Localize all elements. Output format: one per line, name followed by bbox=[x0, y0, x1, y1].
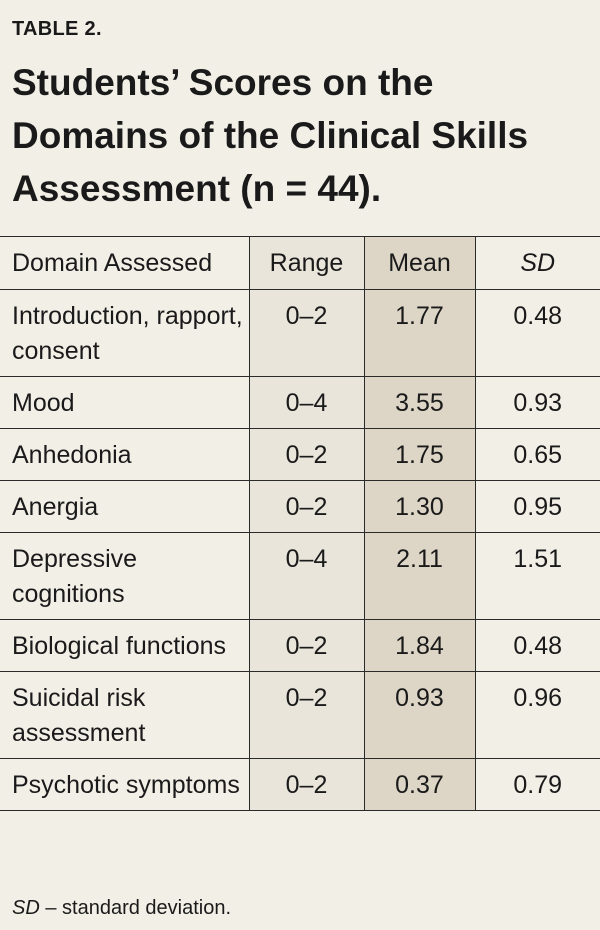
table-row: Mood 0–4 3.55 0.93 bbox=[0, 376, 600, 429]
cell-range: 0–2 bbox=[248, 480, 364, 533]
table-row: Depressive cognitions 0–4 2.11 1.51 bbox=[0, 532, 600, 620]
table-row: Psychotic symptoms 0–2 0.37 0.79 bbox=[0, 758, 600, 811]
cell-mean: 1.77 bbox=[363, 289, 476, 377]
cell-domain: Anergia bbox=[0, 480, 249, 533]
cell-domain: Biological functions bbox=[0, 619, 249, 672]
cell-range: 0–2 bbox=[248, 619, 364, 672]
table-row: Biological functions 0–2 1.84 0.48 bbox=[0, 619, 600, 672]
header-mean: Mean bbox=[363, 236, 476, 290]
cell-domain: Introduction, rapport, consent bbox=[0, 289, 249, 377]
footnote-text: – standard deviation. bbox=[39, 897, 232, 919]
header-sd: SD bbox=[475, 236, 600, 290]
header-domain: Domain Assessed bbox=[0, 236, 249, 290]
header-row: Domain Assessed Range Mean SD bbox=[0, 236, 600, 290]
footnote-abbr: SD bbox=[12, 897, 40, 919]
cell-mean: 0.93 bbox=[363, 671, 476, 759]
cell-sd: 0.96 bbox=[475, 671, 600, 759]
cell-sd: 0.95 bbox=[475, 480, 600, 533]
table-row: Suicidal risk assessment 0–2 0.93 0.96 bbox=[0, 671, 600, 759]
cell-range: 0–4 bbox=[248, 532, 364, 620]
cell-domain: Psychotic symptoms bbox=[0, 758, 249, 811]
table-row: Anergia 0–2 1.30 0.95 bbox=[0, 480, 600, 533]
cell-range: 0–2 bbox=[248, 428, 364, 481]
cell-sd: 1.51 bbox=[475, 532, 600, 620]
cell-mean: 2.11 bbox=[363, 532, 476, 620]
cell-domain: Mood bbox=[0, 376, 249, 429]
cell-mean: 1.84 bbox=[363, 619, 476, 672]
table-row: Anhedonia 0–2 1.75 0.65 bbox=[0, 428, 600, 481]
footnote: SD – standard deviation. bbox=[12, 895, 231, 921]
cell-domain: Anhedonia bbox=[0, 428, 249, 481]
cell-range: 0–2 bbox=[248, 289, 364, 377]
cell-mean: 0.37 bbox=[363, 758, 476, 811]
table-title: Students’ Scores on the Domains of the C… bbox=[12, 62, 529, 209]
cell-mean: 1.30 bbox=[363, 480, 476, 533]
cell-sd: 0.93 bbox=[475, 376, 600, 429]
cell-range: 0–2 bbox=[248, 671, 364, 759]
table-row: Introduction, rapport, consent 0–2 1.77 0.4… bbox=[0, 289, 600, 377]
scores-table: Domain Assessed Range Mean SD Introducti… bbox=[0, 236, 600, 811]
header-range: Range bbox=[248, 236, 364, 290]
cell-mean: 1.75 bbox=[363, 428, 476, 481]
cell-sd: 0.65 bbox=[475, 428, 600, 481]
cell-mean: 3.55 bbox=[363, 376, 476, 429]
cell-domain: Suicidal risk assessment bbox=[0, 671, 249, 759]
cell-sd: 0.48 bbox=[475, 619, 600, 672]
cell-domain: Depressive cognitions bbox=[0, 532, 249, 620]
cell-range: 0–4 bbox=[248, 376, 364, 429]
cell-sd: 0.48 bbox=[475, 289, 600, 377]
cell-sd: 0.79 bbox=[475, 758, 600, 811]
table-label: TABLE 2. bbox=[12, 18, 102, 40]
cell-range: 0–2 bbox=[248, 758, 364, 811]
